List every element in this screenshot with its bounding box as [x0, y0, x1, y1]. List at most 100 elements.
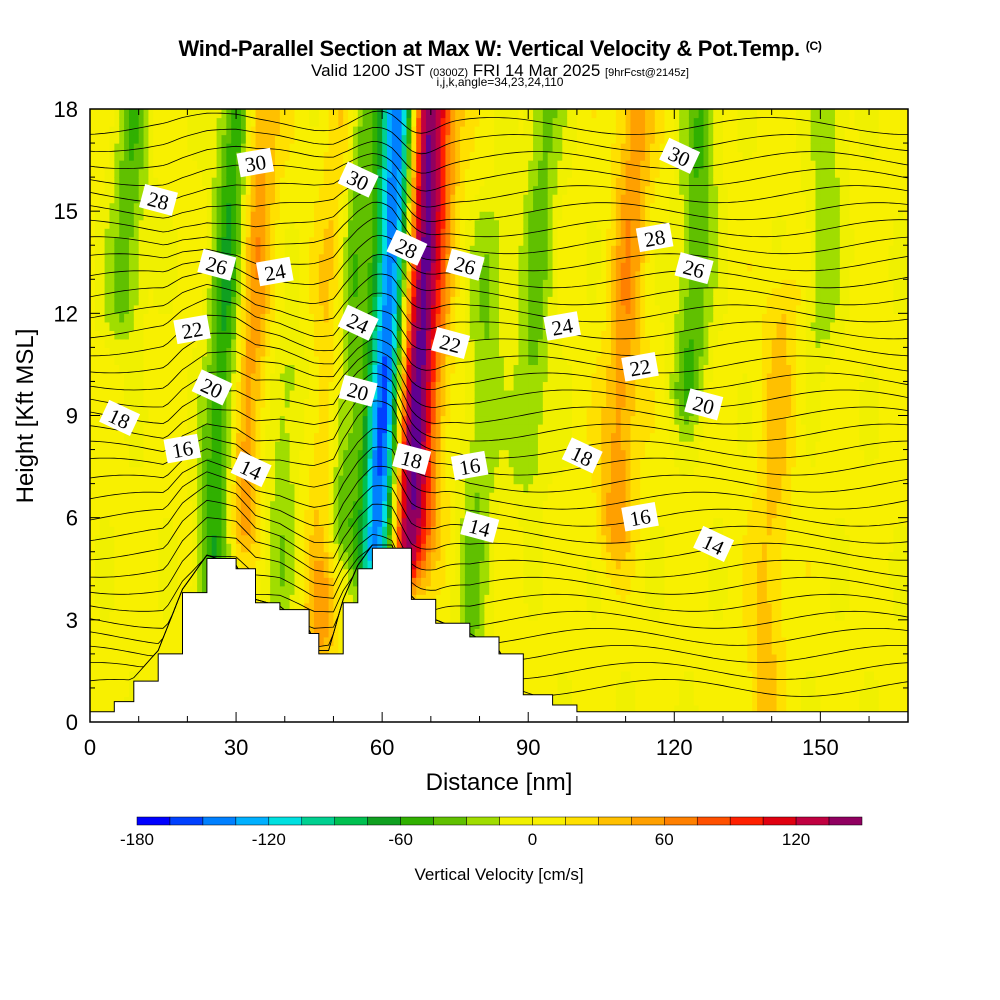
velocity-cell — [387, 475, 392, 484]
velocity-cell — [129, 194, 134, 203]
velocity-cell — [144, 135, 149, 144]
velocity-cell — [421, 262, 426, 271]
velocity-cell — [319, 390, 324, 399]
velocity-cell — [129, 467, 134, 476]
velocity-cell — [226, 330, 231, 339]
velocity-cell — [114, 169, 119, 178]
velocity-cell — [406, 364, 411, 373]
velocity-cell — [144, 245, 149, 254]
velocity-cell — [100, 467, 105, 476]
velocity-cell — [275, 501, 280, 510]
velocity-cell — [309, 450, 314, 459]
velocity-cell — [197, 347, 202, 356]
velocity-cell — [134, 390, 139, 399]
velocity-cell — [358, 194, 363, 203]
velocity-cell — [295, 492, 300, 501]
velocity-cell — [129, 169, 134, 178]
velocity-cell — [168, 279, 173, 288]
velocity-cell — [299, 535, 304, 544]
velocity-cell — [124, 535, 129, 544]
velocity-cell — [314, 373, 319, 382]
velocity-cell — [124, 577, 129, 586]
velocity-cell — [119, 160, 124, 169]
velocity-cell — [382, 484, 387, 493]
velocity-cell — [207, 475, 212, 484]
velocity-cell — [329, 552, 334, 561]
velocity-cell — [299, 492, 304, 501]
velocity-cell — [109, 194, 114, 203]
velocity-cell — [265, 450, 270, 459]
velocity-cell — [299, 228, 304, 237]
velocity-cell — [163, 135, 168, 144]
velocity-cell — [348, 109, 353, 118]
velocity-cell — [134, 339, 139, 348]
velocity-cell — [90, 509, 95, 518]
velocity-cell — [260, 296, 265, 305]
velocity-cell — [119, 288, 124, 297]
velocity-cell — [324, 603, 329, 612]
velocity-cell — [304, 288, 309, 297]
velocity-cell — [109, 305, 114, 314]
velocity-cell — [163, 637, 168, 646]
velocity-cell — [295, 271, 300, 280]
velocity-cell — [114, 211, 119, 220]
velocity-cell — [372, 220, 377, 229]
velocity-cell — [319, 543, 324, 552]
velocity-cell — [187, 296, 192, 305]
velocity-cell — [183, 245, 188, 254]
velocity-cell — [231, 433, 236, 442]
velocity-cell — [314, 424, 319, 433]
velocity-cell — [212, 186, 217, 195]
velocity-cell — [129, 109, 134, 118]
velocity-cell — [372, 492, 377, 501]
velocity-cell — [256, 203, 261, 212]
velocity-cell — [377, 254, 382, 263]
velocity-cell — [158, 356, 163, 365]
velocity-cell — [114, 594, 119, 603]
velocity-cell — [100, 450, 105, 459]
velocity-cell — [411, 271, 416, 280]
velocity-cell — [377, 288, 382, 297]
velocity-cell — [114, 560, 119, 569]
velocity-cell — [275, 458, 280, 467]
velocity-cell — [231, 322, 236, 331]
velocity-cell — [392, 441, 397, 450]
velocity-cell — [397, 271, 402, 280]
velocity-cell — [158, 245, 163, 254]
velocity-cell — [368, 407, 373, 416]
velocity-cell — [406, 118, 411, 127]
velocity-cell — [226, 169, 231, 178]
velocity-cell — [295, 228, 300, 237]
velocity-cell — [314, 228, 319, 237]
velocity-cell — [285, 237, 290, 246]
velocity-cell — [280, 220, 285, 229]
velocity-cell — [221, 416, 226, 425]
velocity-cell — [217, 118, 222, 127]
velocity-cell — [148, 671, 153, 680]
velocity-cell — [402, 373, 407, 382]
velocity-cell — [319, 364, 324, 373]
velocity-cell — [241, 416, 246, 425]
velocity-cell — [246, 441, 251, 450]
velocity-cell — [168, 560, 173, 569]
velocity-cell — [158, 535, 163, 544]
velocity-cell — [100, 688, 105, 697]
velocity-cell — [129, 296, 134, 305]
velocity-cell — [178, 109, 183, 118]
velocity-cell — [207, 237, 212, 246]
velocity-cell — [319, 296, 324, 305]
velocity-cell — [382, 450, 387, 459]
velocity-cell — [406, 135, 411, 144]
velocity-cell — [319, 152, 324, 161]
velocity-cell — [144, 433, 149, 442]
velocity-cell — [338, 407, 343, 416]
velocity-cell — [212, 356, 217, 365]
velocity-cell — [144, 501, 149, 510]
velocity-cell — [256, 501, 261, 510]
velocity-cell — [416, 109, 421, 118]
velocity-cell — [382, 390, 387, 399]
velocity-cell — [163, 594, 168, 603]
velocity-cell — [100, 381, 105, 390]
velocity-cell — [324, 245, 329, 254]
velocity-cell — [148, 330, 153, 339]
